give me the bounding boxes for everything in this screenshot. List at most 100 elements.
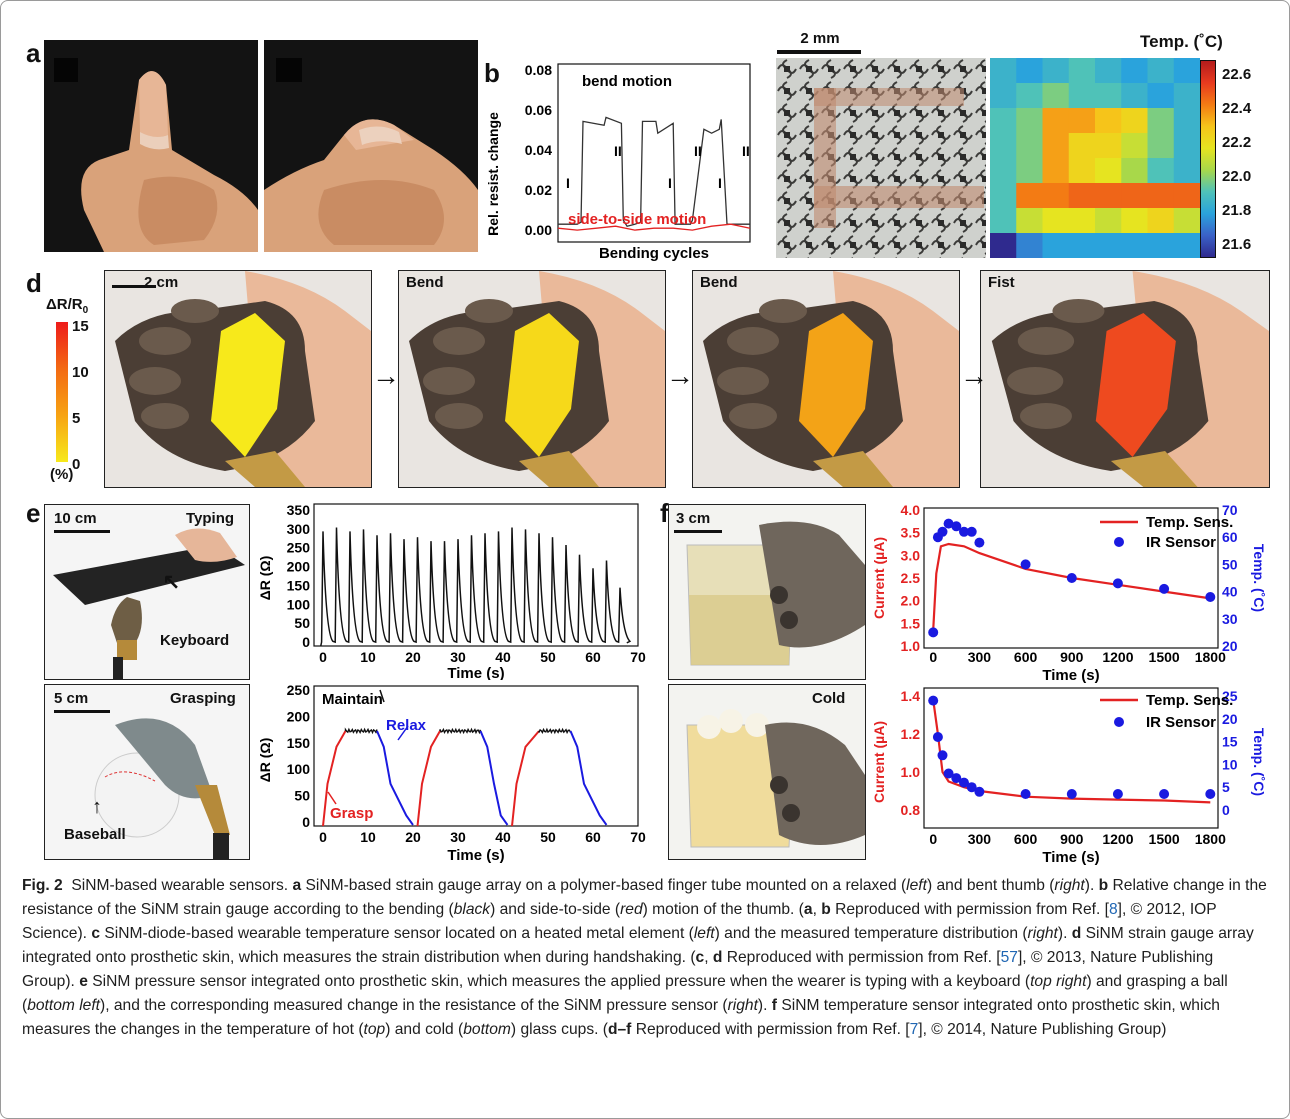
ytick: 1.2 xyxy=(901,726,921,742)
cold-temp-ylabel: Temp. (˚C) xyxy=(1251,728,1267,796)
ir-sensor-point xyxy=(951,521,962,532)
ytick-right: 10 xyxy=(1222,756,1238,772)
ir-sensor-point xyxy=(1205,789,1216,799)
temperature-heatmap xyxy=(990,58,1201,259)
ref-57-link[interactable]: 57 xyxy=(1000,949,1018,966)
typing-photo xyxy=(44,504,250,680)
xtick: 20 xyxy=(405,829,421,845)
ir-sensor-point xyxy=(932,732,943,742)
thumb-bent-photo xyxy=(264,40,478,252)
heatmap-cell xyxy=(990,108,1017,134)
grasp-scale-bar xyxy=(54,710,110,713)
sequence-arrow: → xyxy=(372,360,400,391)
heatmap-cell xyxy=(1121,208,1148,234)
heatmap-cell xyxy=(1147,83,1175,109)
heatmap-cell xyxy=(1147,133,1175,159)
ir-sensor-point xyxy=(1066,573,1077,583)
ir-sensor-point xyxy=(1020,559,1031,570)
heatmap-cell xyxy=(1121,233,1148,259)
ir-sensor-point xyxy=(974,786,985,797)
heatmap-cell xyxy=(1042,158,1070,184)
ir-sensor-point xyxy=(1159,583,1170,594)
phase-label: I xyxy=(566,175,570,191)
relax-segment xyxy=(479,730,509,826)
xtick: 30 xyxy=(450,829,466,845)
heatmap-cell xyxy=(1173,158,1201,184)
xtick: 0 xyxy=(929,831,937,847)
hot-temp-ylabel: Temp. (˚C) xyxy=(1251,544,1267,612)
heatmap-cell xyxy=(990,133,1017,159)
xtick: 30 xyxy=(450,649,466,665)
heatmap-cell xyxy=(1042,83,1070,109)
ytick: 2.5 xyxy=(901,570,921,586)
heatmap-cell xyxy=(1068,183,1096,209)
xtick: 300 xyxy=(968,831,992,847)
ytick: 50 xyxy=(294,615,310,631)
heatmap-cell xyxy=(1173,233,1201,259)
ref-7-link[interactable]: 7 xyxy=(909,1021,919,1038)
panel-b-ytick: 0.06 xyxy=(525,102,552,118)
cold-label: Cold xyxy=(812,690,846,707)
xtick: 10 xyxy=(360,829,376,845)
ytick-right: 50 xyxy=(1222,556,1238,572)
xtick: 900 xyxy=(1060,831,1084,847)
ytick-right: 20 xyxy=(1222,638,1238,654)
hot-cup-chart: Current (µA) Temp. (˚C) 4.0 3.5 3.0 2.5 2.0 1… xyxy=(871,502,1267,684)
typing-ylabel: ΔR (Ω) xyxy=(258,556,273,601)
panel-e-label: e xyxy=(26,498,41,528)
heatmap-cell xyxy=(1068,83,1096,109)
xtick: 50 xyxy=(540,829,556,845)
strain-legend-tick: 10 xyxy=(72,364,89,381)
hot-current-ylabel: Current (µA) xyxy=(871,537,887,619)
sequence-arrow: → xyxy=(960,360,988,391)
xtick: 70 xyxy=(630,829,646,845)
ir-sensor-point xyxy=(943,518,954,529)
heatmap-cell xyxy=(1095,158,1122,184)
heatmap-cell xyxy=(1173,58,1201,84)
ytick-right: 20 xyxy=(1222,711,1238,727)
grasping-ylabel: ΔR (Ω) xyxy=(258,738,273,783)
maintain-segment xyxy=(344,727,378,735)
heatmap-cell xyxy=(990,233,1017,259)
xtick: 0 xyxy=(319,829,327,845)
typing-chart: ΔR (Ω) 350 300 250 200 150 100 50 0 0 10 20 30 40 50… xyxy=(258,502,646,680)
ytick: 1.4 xyxy=(901,688,921,704)
panel-b-ytick: 0.00 xyxy=(525,222,552,238)
ir-sensor-point xyxy=(1020,789,1031,799)
ir-sensor-point xyxy=(974,537,985,548)
heatmap-cell xyxy=(1173,208,1201,234)
ytick: 0 xyxy=(302,814,310,830)
panel-d-scale-bar xyxy=(112,285,156,288)
ytick-right: 40 xyxy=(1222,584,1238,600)
cold-legend: Temp. Sens. IR Sensor xyxy=(1100,692,1233,731)
ytick: 1.0 xyxy=(901,638,921,654)
handshake-frame xyxy=(980,270,1270,488)
phase-label: I xyxy=(668,175,672,191)
heatmap-cell xyxy=(1095,183,1122,209)
cold-cup-chart: Current (µA) Temp. (˚C) 1.4 1.2 1.0 0.8 25 20… xyxy=(871,687,1267,866)
hot-legend-line: Temp. Sens. xyxy=(1146,514,1233,531)
panel-d-label: d xyxy=(26,268,42,298)
cup-scale-bar xyxy=(674,530,722,533)
heatmap-cell xyxy=(1095,208,1122,234)
frame-label: Fist xyxy=(988,274,1015,291)
ytick-right: 30 xyxy=(1222,611,1238,627)
heated-element-photo xyxy=(776,58,986,258)
ytick: 300 xyxy=(287,521,311,537)
heatmap-cell xyxy=(1121,83,1148,109)
xtick: 10 xyxy=(360,649,376,665)
strain-map-patch xyxy=(799,313,873,457)
bend-motion-label: bend motion xyxy=(582,73,672,90)
ir-sensor-point xyxy=(937,750,948,761)
heatmap-cell xyxy=(990,58,1017,84)
ytick: 0 xyxy=(302,634,310,650)
xtick: 60 xyxy=(585,829,601,845)
maintain-segment xyxy=(538,727,572,735)
ytick: 150 xyxy=(287,735,311,751)
ytick: 2.0 xyxy=(901,593,921,609)
hot-legend-dot: IR Sensor xyxy=(1146,534,1216,551)
panel-b-ylabel: Rel. resist. change xyxy=(486,112,501,236)
ref-8-link[interactable]: 8 xyxy=(1108,901,1118,918)
xtick: 40 xyxy=(495,649,511,665)
panel-b-axes xyxy=(557,63,751,243)
